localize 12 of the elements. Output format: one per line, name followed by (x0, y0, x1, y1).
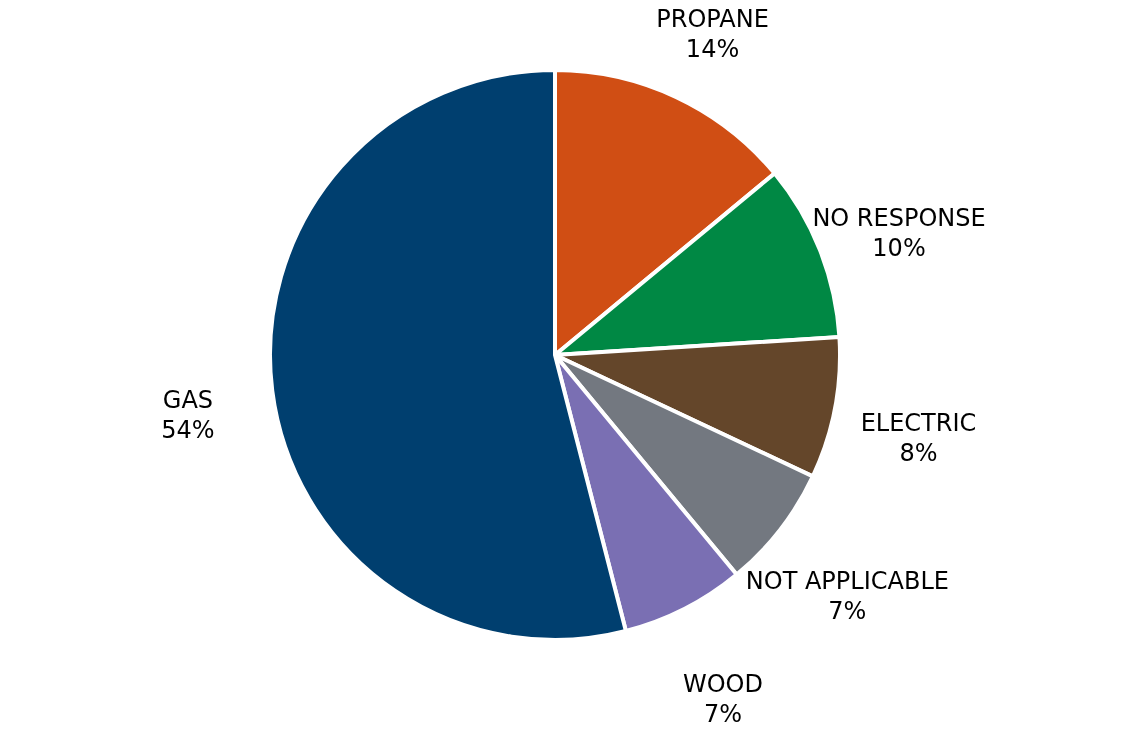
data-label: 54% (161, 416, 215, 445)
slice-label: NO RESPONSE (812, 203, 986, 232)
slice-label: ELECTRIC (860, 409, 977, 438)
data-label: 8% (899, 439, 938, 468)
slice-label: PROPANE (656, 5, 769, 34)
data-label: 10% (872, 233, 926, 262)
slice-label: NOT APPLICABLE (745, 566, 949, 595)
slice-label: GAS (162, 386, 214, 415)
data-label: 7% (703, 699, 743, 728)
data-label: 7% (828, 596, 867, 625)
slice-label: WOOD (682, 669, 763, 698)
data-label: 14% (685, 35, 740, 64)
